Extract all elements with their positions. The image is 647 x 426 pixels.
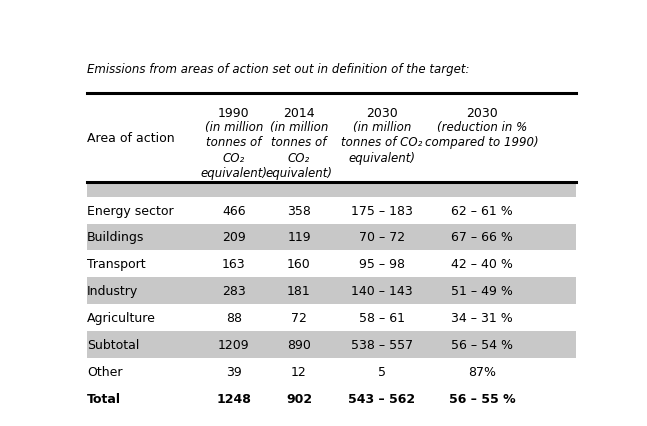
Text: 175 – 183: 175 – 183 (351, 204, 413, 217)
Text: (in million
tonnes of
CO₂
equivalent): (in million tonnes of CO₂ equivalent) (265, 121, 333, 180)
Text: 62 – 61 %: 62 – 61 % (451, 204, 513, 217)
Text: Energy sector: Energy sector (87, 204, 173, 217)
Bar (87, 182, 576, 197)
Text: 56 – 54 %: 56 – 54 % (451, 339, 513, 351)
Text: 1248: 1248 (216, 392, 251, 405)
Text: Buildings: Buildings (87, 231, 144, 244)
Text: 39: 39 (226, 366, 242, 378)
Text: 72: 72 (291, 312, 307, 325)
Text: 2030: 2030 (466, 107, 498, 120)
Text: 890: 890 (287, 339, 311, 351)
Text: 5: 5 (378, 366, 386, 378)
Text: 34 – 31 %: 34 – 31 % (451, 312, 513, 325)
Text: 88: 88 (226, 312, 242, 325)
Text: 70 – 72: 70 – 72 (358, 231, 405, 244)
Bar (87, 278, 576, 305)
Text: 358: 358 (287, 204, 311, 217)
Text: Area of action: Area of action (87, 132, 175, 144)
Text: Total: Total (87, 392, 121, 405)
Text: 87%: 87% (468, 366, 496, 378)
Text: 51 – 49 %: 51 – 49 % (451, 285, 513, 298)
Text: Transport: Transport (87, 258, 146, 271)
Bar (87, 224, 576, 251)
Text: (in million
tonnes of
CO₂
equivalent): (in million tonnes of CO₂ equivalent) (201, 121, 267, 180)
Text: 466: 466 (222, 204, 246, 217)
Text: 160: 160 (287, 258, 311, 271)
Text: 12: 12 (291, 366, 307, 378)
Text: Subtotal: Subtotal (87, 339, 139, 351)
Text: (in million
tonnes of CO₂
equivalent): (in million tonnes of CO₂ equivalent) (341, 121, 422, 164)
Text: 209: 209 (222, 231, 246, 244)
Text: 58 – 61: 58 – 61 (358, 312, 405, 325)
Text: 1990: 1990 (218, 107, 250, 120)
Text: (reduction in %
compared to 1990): (reduction in % compared to 1990) (425, 121, 539, 149)
Text: Industry: Industry (87, 285, 138, 298)
Text: 1209: 1209 (218, 339, 250, 351)
Text: 42 – 40 %: 42 – 40 % (451, 258, 513, 271)
Text: 181: 181 (287, 285, 311, 298)
Text: 283: 283 (222, 285, 246, 298)
Text: 2030: 2030 (366, 107, 398, 120)
Text: Other: Other (87, 366, 122, 378)
Text: 538 – 557: 538 – 557 (351, 339, 413, 351)
Text: 140 – 143: 140 – 143 (351, 285, 413, 298)
Bar (87, 331, 576, 358)
Text: Agriculture: Agriculture (87, 312, 156, 325)
Text: 2014: 2014 (283, 107, 315, 120)
Text: 543 – 562: 543 – 562 (348, 392, 415, 405)
Text: 95 – 98: 95 – 98 (358, 258, 405, 271)
Text: 56 – 55 %: 56 – 55 % (449, 392, 515, 405)
Text: 902: 902 (286, 392, 312, 405)
Text: 163: 163 (222, 258, 246, 271)
Text: 119: 119 (287, 231, 311, 244)
Text: 67 – 66 %: 67 – 66 % (451, 231, 513, 244)
Text: Emissions from areas of action set out in definition of the target:: Emissions from areas of action set out i… (87, 63, 469, 75)
